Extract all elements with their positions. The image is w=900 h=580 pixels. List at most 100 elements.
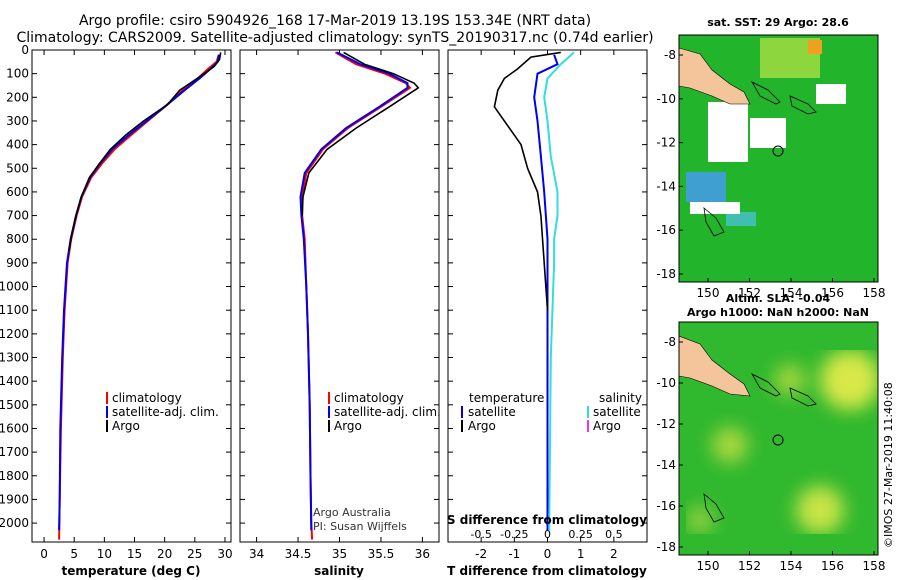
x-tick-label: 34.5 xyxy=(285,547,312,561)
s-tick-label: 0.5 xyxy=(605,528,623,541)
sla-map xyxy=(679,322,878,555)
series-argo xyxy=(68,52,222,252)
lat-tick-label: -8 xyxy=(664,48,676,62)
y-tick-label: 1500 xyxy=(0,398,29,412)
y-tick-label: 1300 xyxy=(0,351,29,365)
map-ticks: -8 -10 -12 -14 -16 -18 150 152 154 156 158 -8 -10 -12… xyxy=(656,48,885,573)
lon-tick-label: 154 xyxy=(780,286,803,300)
series-t-satellite xyxy=(533,54,559,531)
sst-missing-area xyxy=(690,202,740,214)
sst-cool-patch xyxy=(726,212,756,226)
difference-legend: temperature satellite Argo salinity sate… xyxy=(461,391,642,433)
x-tick-label: 0 xyxy=(544,547,552,561)
legend-s-argo-label: Argo xyxy=(593,419,621,433)
series-satellite-adj-clim- xyxy=(58,54,220,531)
y-tick-label: 300 xyxy=(6,114,29,128)
legend-argo-label: Argo xyxy=(334,419,362,433)
lon-tick-label: 156 xyxy=(821,286,844,300)
y-tick-label: 1100 xyxy=(0,303,29,317)
x-tick-label: 25 xyxy=(187,547,202,561)
imos-watermark: ©IMOS 27-Mar-2019 11:40:08 xyxy=(882,382,895,548)
x-tick-label: 20 xyxy=(157,547,172,561)
x-tick-label: 35.5 xyxy=(368,547,395,561)
y-tick-label: 1800 xyxy=(0,469,29,483)
y-tick-label: 500 xyxy=(6,161,29,175)
series-s-satellite xyxy=(543,51,575,531)
credit-pi: PI: Susan Wijffels xyxy=(313,520,407,533)
legend-salinity-heading: salinity xyxy=(599,391,642,405)
x-tick-label: 30 xyxy=(217,547,232,561)
island-outline xyxy=(750,373,781,397)
y-tick-label: 1200 xyxy=(0,327,29,341)
lat-tick-label: -18 xyxy=(656,267,676,281)
s-tick-label: -0.25 xyxy=(500,528,528,541)
lon-tick-label: 158 xyxy=(863,286,886,300)
x-tick-label: -1 xyxy=(508,547,520,561)
lat-tick-label: -16 xyxy=(656,499,676,513)
temperature-xlabel: temperature (deg C) xyxy=(62,564,201,578)
y-tick-label: 200 xyxy=(6,90,29,104)
legend-argo-label: Argo xyxy=(112,419,140,433)
temperature-plot-frame xyxy=(31,49,232,543)
series-satellite-adj-clim- xyxy=(299,51,409,531)
legend-climatology-label: climatology xyxy=(334,391,404,405)
y-tick-label: 2000 xyxy=(0,516,29,530)
salinity-plot-frame xyxy=(239,49,440,543)
title-line-1: Argo profile: csiro 5904926_168 17-Mar-2… xyxy=(78,13,592,29)
land-new-guinea xyxy=(679,47,751,105)
lat-tick-label: -14 xyxy=(656,179,676,193)
difference-xlabel: T difference from climatology xyxy=(447,564,647,578)
argo-position-marker xyxy=(772,145,784,157)
lat-tick-label: -18 xyxy=(656,540,676,554)
sst-missing-area xyxy=(816,84,846,104)
y-tick-label: 600 xyxy=(6,185,29,199)
legend-s-satellite-label: satellite xyxy=(593,405,641,419)
s-tick-label: 0.25 xyxy=(568,528,593,541)
s-tick-label: -0.5 xyxy=(470,528,491,541)
sst-hot-cell xyxy=(808,40,822,54)
x-tick-label: -2 xyxy=(475,547,487,561)
sst-map-frame xyxy=(678,34,879,283)
sla-map-title-1: Altim. SLA: -0.04 xyxy=(726,292,831,305)
lat-tick-label: -16 xyxy=(656,223,676,237)
axes-layer: 0100200300400500600700800900100011001200… xyxy=(0,43,647,561)
series-layer xyxy=(58,51,575,540)
x-tick-label: 36 xyxy=(415,547,430,561)
sst-map xyxy=(679,35,878,282)
legend-climatology-label: climatology xyxy=(112,391,182,405)
lat-tick-label: -10 xyxy=(656,92,676,106)
lon-tick-label: 156 xyxy=(821,559,844,573)
y-tick-label: 700 xyxy=(6,209,29,223)
lat-tick-label: -10 xyxy=(656,376,676,390)
island-outline xyxy=(789,95,817,115)
y-tick-label: 1700 xyxy=(0,445,29,459)
lon-tick-label: 152 xyxy=(738,286,761,300)
lon-tick-label: 150 xyxy=(697,286,720,300)
y-tick-label: 1400 xyxy=(0,374,29,388)
x-tick-label: 2 xyxy=(610,547,618,561)
lat-tick-label: -12 xyxy=(656,417,676,431)
lon-tick-label: 150 xyxy=(697,559,720,573)
series-t-argo xyxy=(493,51,561,311)
x-tick-label: 34 xyxy=(249,547,264,561)
legend-t-satellite-label: satellite xyxy=(468,405,516,419)
island-outline xyxy=(789,387,817,407)
x-tick-label: 10 xyxy=(97,547,112,561)
s-difference-label: S difference from climatology xyxy=(447,513,647,527)
land-new-guinea xyxy=(679,335,751,397)
y-tick-label: 900 xyxy=(6,256,29,270)
y-tick-label: 1000 xyxy=(0,280,29,294)
sst-cool-patch xyxy=(686,172,726,202)
salinity-legend: climatology satellite-adj. clim. Argo xyxy=(328,391,441,433)
salinity-xlabel: salinity xyxy=(314,564,364,578)
lon-tick-label: 152 xyxy=(738,559,761,573)
legend-satellite-label: satellite-adj. clim. xyxy=(112,405,219,419)
island-outline xyxy=(703,207,725,237)
sla-map-frame xyxy=(678,321,879,556)
temperature-legend: climatology satellite-adj. clim. Argo xyxy=(106,391,219,433)
series-climatology xyxy=(301,51,412,540)
island-outline xyxy=(703,493,725,523)
credit-org: Argo Australia xyxy=(313,506,391,519)
island-outline xyxy=(750,81,781,105)
y-tick-label: 400 xyxy=(6,138,29,152)
